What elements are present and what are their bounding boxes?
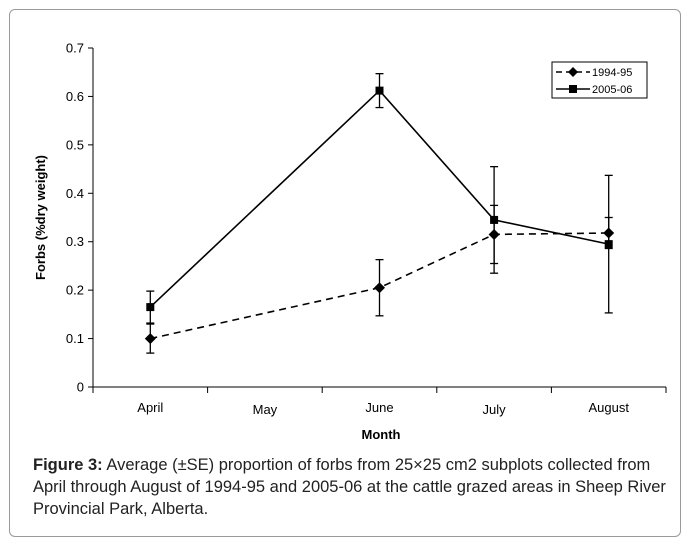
- x-axis-title: Month: [362, 427, 401, 442]
- y-tick-label: 0: [77, 380, 84, 395]
- data-point-2005-06: [375, 86, 384, 95]
- data-point-2005-06: [146, 303, 155, 312]
- x-tick-label: August: [588, 400, 629, 415]
- legend-box: [551, 61, 648, 99]
- data-point-2005-06: [490, 215, 499, 224]
- x-tick-label: June: [365, 400, 393, 415]
- series-line-2005-06: [149, 89, 609, 308]
- y-tick-label: 0.7: [66, 41, 84, 56]
- legend-label-1994-95: 1994-95: [592, 67, 632, 79]
- figure-caption: Figure 3: Average (±SE) proportion of fo…: [33, 454, 668, 520]
- y-tick-label: 0.1: [66, 331, 84, 346]
- legend-label-2005-06: 2005-06: [592, 84, 632, 96]
- x-tick-label: May: [253, 402, 278, 417]
- data-point-2005-06: [604, 240, 613, 249]
- y-tick-label: 0.6: [66, 89, 84, 104]
- legend-marker-2005-06: [569, 85, 577, 93]
- y-tick-label: 0.3: [66, 234, 84, 249]
- x-tick-label: April: [137, 400, 163, 415]
- line-chart: 0 0.1 0.2 0.3 0.4 0.5 0.6 0.7 April May June July Au…: [33, 41, 667, 442]
- y-tick-label: 0.5: [66, 137, 84, 152]
- caption-text: Average (±SE) proportion of forbs from 2…: [33, 456, 666, 518]
- x-tick-label: July: [483, 402, 507, 417]
- y-tick-label: 0.2: [66, 283, 84, 298]
- caption-label: Figure 3:: [33, 456, 103, 474]
- legend-marker-1994-95: [568, 67, 578, 77]
- y-axis-title: Forbs (%dry weight): [33, 155, 48, 280]
- y-tick-label: 0.4: [66, 186, 84, 201]
- data-point-1994-95: [144, 333, 156, 345]
- data-point-1994-95: [374, 282, 385, 294]
